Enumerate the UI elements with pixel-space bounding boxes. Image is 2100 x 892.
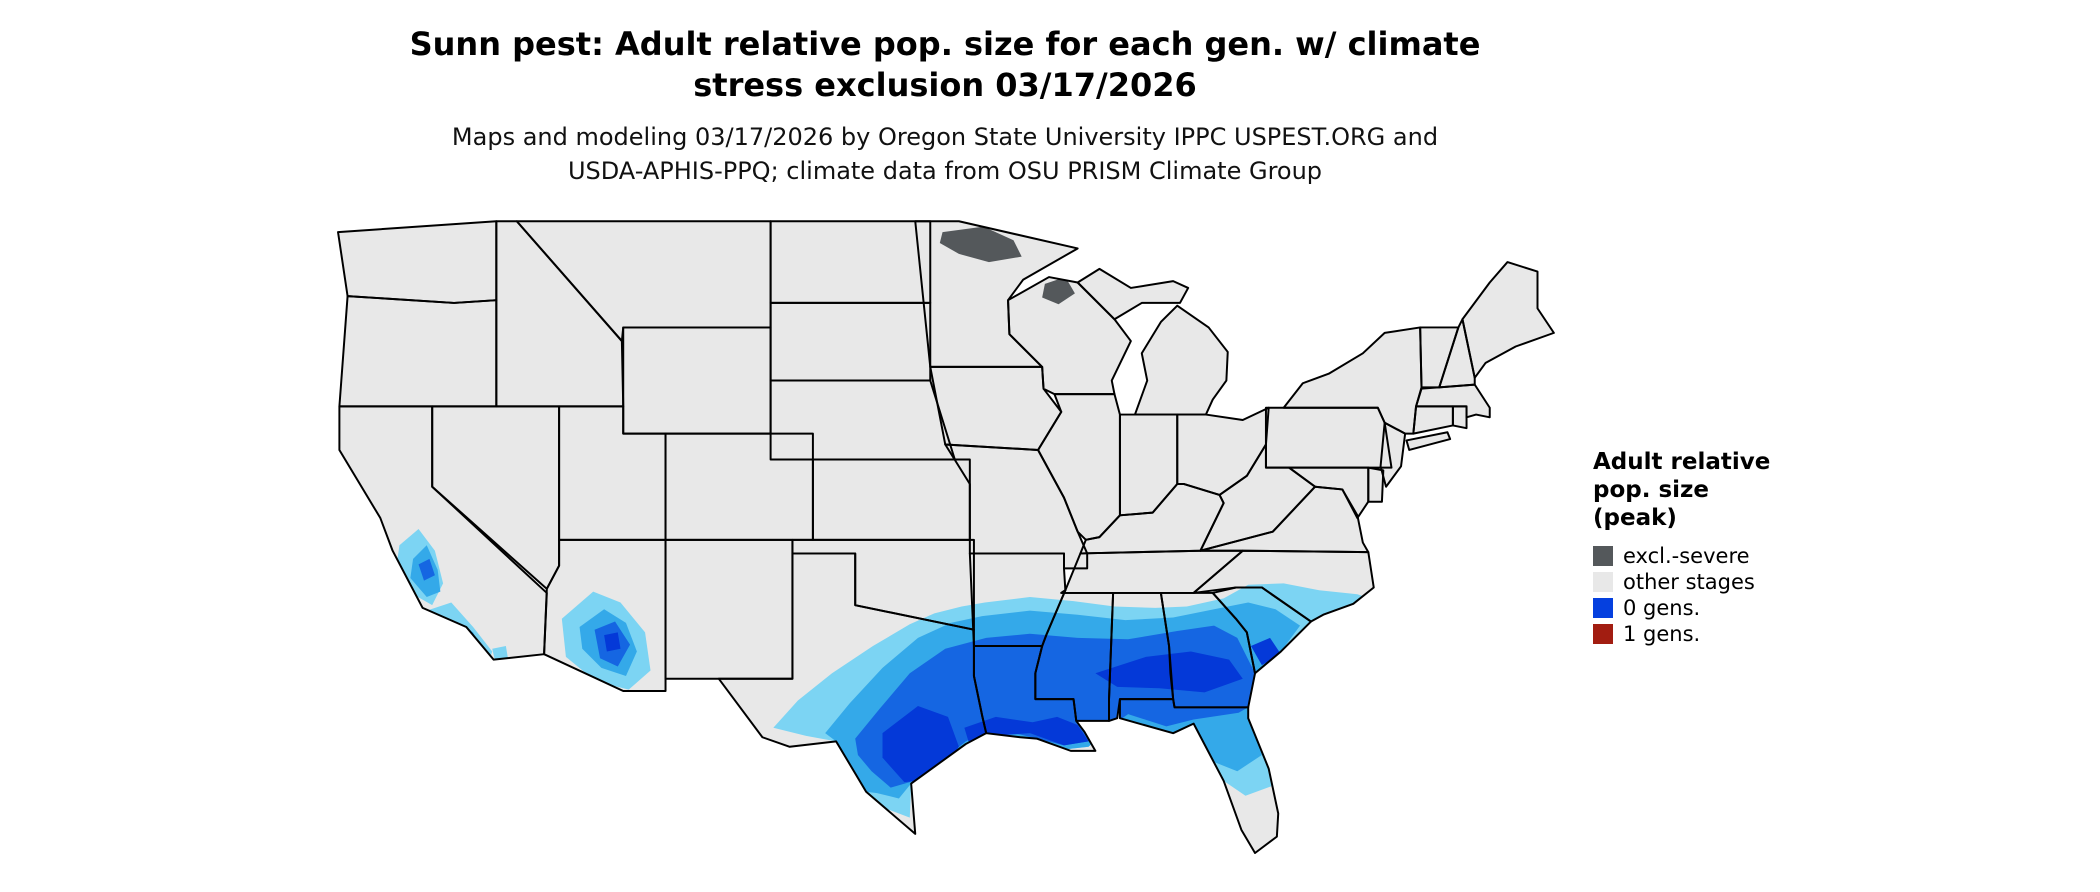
legend-swatch-1-gens: [1593, 624, 1613, 644]
state-or: [339, 296, 497, 407]
state-de: [1368, 467, 1384, 502]
gens0-region-light-san-diego: [492, 646, 509, 667]
gens0-peak-regions: [604, 632, 1281, 783]
legend-swatch-excl-severe: [1593, 546, 1613, 566]
legend-title-line2: pop. size: [1593, 477, 1710, 503]
gens0-region-peak-arizona: [604, 632, 621, 652]
subtitle-line1: Maps and modeling 03/17/2026 by Oregon S…: [451, 123, 1439, 151]
state-pa: [1265, 407, 1392, 468]
state-nm: [665, 539, 793, 679]
state-wy: [623, 327, 771, 434]
title-line2: stress exclusion 03/17/2026: [693, 66, 1197, 104]
figure-title: Sunn pest: Adult relative pop. size for …: [0, 24, 1890, 106]
legend-label-0-gens: 0 gens.: [1623, 596, 1701, 620]
severe-region-wisconsin: [1042, 277, 1075, 305]
gens0-region-peak-louisiana: [964, 716, 1089, 746]
state-nd: [770, 221, 931, 303]
us-map: [337, 220, 1555, 854]
legend-title-line3: (peak): [1593, 505, 1677, 531]
state-ne: [770, 380, 955, 460]
legend-label-other-stages: other stages: [1623, 570, 1755, 594]
gens0-region-deep-california: [418, 558, 435, 581]
legend-title-line1: Adult relative: [1593, 449, 1771, 475]
figure-subtitle: Maps and modeling 03/17/2026 by Oregon S…: [0, 120, 1890, 188]
legend-swatch-0-gens: [1593, 598, 1613, 618]
state-ks: [812, 459, 970, 540]
state-ia: [930, 366, 1062, 450]
map-legend: Adult relative pop. size (peak) excl.-se…: [1593, 448, 1770, 647]
legend-items: excl.-severe other stages 0 gens. 1 gens…: [1593, 543, 1770, 647]
legend-label-1-gens: 1 gens.: [1623, 622, 1701, 646]
severe-exclusion-regions: [939, 226, 1075, 305]
legend-swatch-other-stages: [1593, 572, 1613, 592]
title-line1: Sunn pest: Adult relative pop. size for …: [409, 25, 1481, 63]
state-sd: [770, 302, 931, 381]
legend-item-excl-severe: excl.-severe: [1593, 543, 1770, 569]
legend-item-other-stages: other stages: [1593, 569, 1770, 595]
subtitle-line2: USDA-APHIS-PPQ; climate data from OSU PR…: [567, 157, 1323, 185]
state-me: [1462, 262, 1554, 378]
state-wa: [338, 221, 497, 303]
legend-item-1-gens: 1 gens.: [1593, 621, 1770, 647]
legend-title: Adult relative pop. size (peak): [1593, 448, 1770, 532]
legend-item-0-gens: 0 gens.: [1593, 595, 1770, 621]
severe-region-minnesota: [939, 226, 1022, 263]
legend-label-excl-severe: excl.-severe: [1623, 544, 1750, 568]
gens0-region-peak-alabama-georgia: [1095, 651, 1243, 693]
